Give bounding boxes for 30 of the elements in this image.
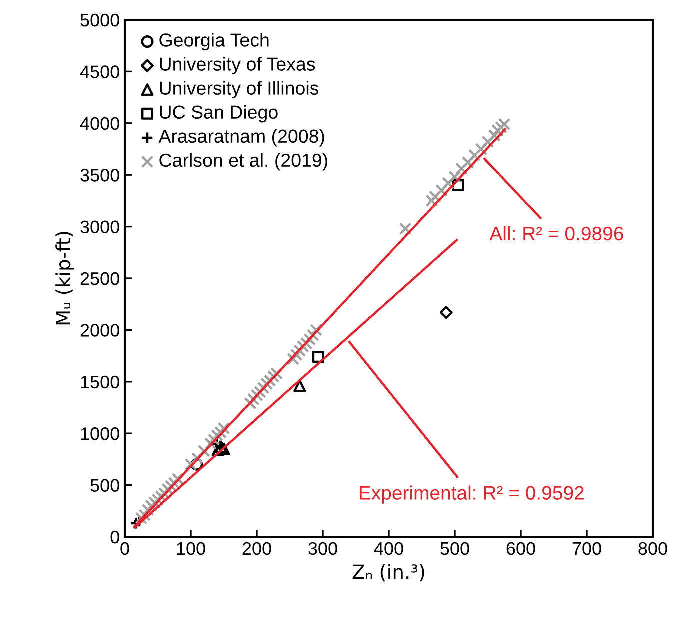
legend-label: Georgia Tech — [160, 33, 269, 51]
legend-label: University of Texas — [160, 57, 316, 75]
legend-label: Carlson et al. (2019) — [160, 153, 328, 171]
x-tick-label: 0 — [120, 542, 130, 556]
y-tick-label: 1000 — [81, 428, 120, 440]
annotation: All: R² = 0.9896 — [490, 226, 624, 241]
x-tick-label: 800 — [638, 542, 668, 556]
y-axis-title: Mᵤ (kip-ft) — [56, 232, 74, 325]
legend-label: University of Illinois — [160, 81, 319, 99]
x-axis-title: Zₙ (in.³) — [352, 564, 424, 582]
legend-label: Arasaratnam (2008) — [158, 129, 324, 147]
y-tick-label: 2500 — [80, 272, 120, 286]
y-tick-label: 2000 — [80, 324, 120, 337]
y-tick-label: 0 — [110, 530, 120, 544]
x-tick-label: 200 — [242, 542, 272, 556]
x-tick-label: 300 — [308, 542, 338, 556]
annotation: Experimental: R² = 0.9592 — [360, 486, 584, 504]
y-tick-label: 3000 — [80, 220, 120, 234]
x-tick-label: 100 — [177, 542, 206, 556]
x-tick-label: 700 — [572, 542, 602, 556]
x-tick-label: 500 — [440, 542, 470, 556]
y-tick-label: 4500 — [80, 66, 120, 78]
y-tick-label: 3500 — [80, 169, 120, 182]
y-tick-label: 1500 — [81, 376, 120, 389]
y-tick-label: 5000 — [80, 14, 120, 27]
x-tick-label: 400 — [374, 542, 404, 556]
y-tick-label: 4000 — [80, 117, 120, 130]
legend-label: UC San Diego — [160, 105, 278, 123]
y-tick-label: 500 — [90, 479, 120, 492]
x-tick-label: 600 — [506, 542, 536, 556]
